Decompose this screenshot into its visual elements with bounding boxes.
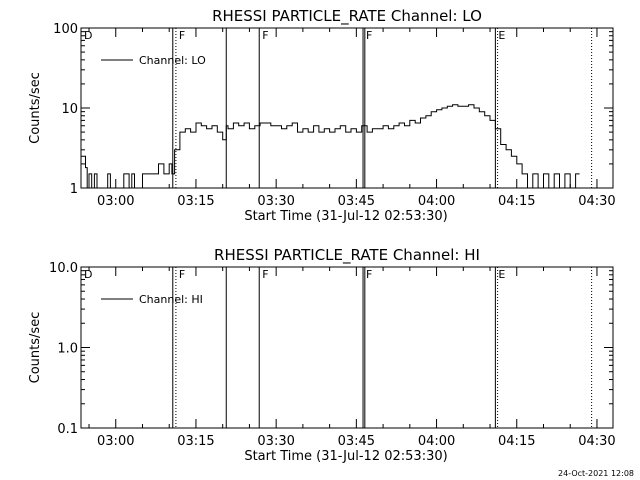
lo-y-tick-label: 1 [70, 182, 78, 197]
lo-x-tick-label: 04:30 [578, 194, 615, 209]
hi-plot-frame [80, 266, 614, 429]
hi-event-marker-label: E [498, 268, 505, 281]
lo-legend-label: Channel: LO [139, 54, 206, 67]
lo-y-tick-label: 100 [53, 22, 78, 37]
hi-x-tick-label: 03:00 [97, 434, 134, 449]
lo-x-tick-label: 03:30 [257, 194, 294, 209]
hi-x-tick-label: 04:00 [418, 434, 455, 449]
hi-x-tick-label: 04:15 [498, 434, 535, 449]
hi-x-tick-label: 03:15 [177, 434, 214, 449]
lo-event-marker-label: F [179, 29, 185, 42]
hi-x-tick-label: 03:30 [257, 434, 294, 449]
hi-event-marker-label: F [262, 268, 268, 281]
hi-x-tick-label: 04:30 [578, 434, 615, 449]
lo-x-tick-label: 03:45 [338, 194, 375, 209]
lo-x-tick-label: 03:15 [177, 194, 214, 209]
hi-event-marker-label: F [179, 268, 185, 281]
hi-x-tick-label: 03:45 [338, 434, 375, 449]
hi-event-marker-label: F [366, 268, 372, 281]
lo-x-tick-label: 04:00 [418, 194, 455, 209]
lo-event-marker-label: F [366, 29, 372, 42]
lo-series-line [81, 104, 580, 189]
footer-timestamp: 24-Oct-2021 12:08 [558, 469, 634, 478]
hi-x-axis-label: Start Time (31-Jul-12 02:53:30) [244, 449, 447, 464]
lo-y-axis-label: Counts/sec [28, 72, 43, 144]
lo-x-tick-label: 04:15 [498, 194, 535, 209]
lo-chart-title: RHESSI PARTICLE_RATE Channel: LO [212, 7, 482, 26]
hi-event-marker-label: D [84, 268, 92, 281]
lo-y-tick-label: 10 [61, 102, 78, 117]
hi-chart-title: RHESSI PARTICLE_RATE Channel: HI [214, 246, 480, 265]
lo-x-tick-label: 03:00 [97, 194, 134, 209]
hi-legend-label: Channel: HI [139, 293, 203, 306]
hi-y-tick-label: 1.0 [57, 342, 78, 357]
hi-y-tick-label: 10.0 [49, 261, 78, 276]
hi-y-axis-label: Counts/sec [28, 312, 43, 384]
lo-event-marker-label: D [84, 29, 92, 42]
lo-event-marker-label: F [262, 29, 268, 42]
lo-x-axis-label: Start Time (31-Jul-12 02:53:30) [244, 209, 447, 224]
lo-event-marker-label: E [498, 29, 505, 42]
hi-y-tick-label: 0.1 [57, 422, 78, 437]
